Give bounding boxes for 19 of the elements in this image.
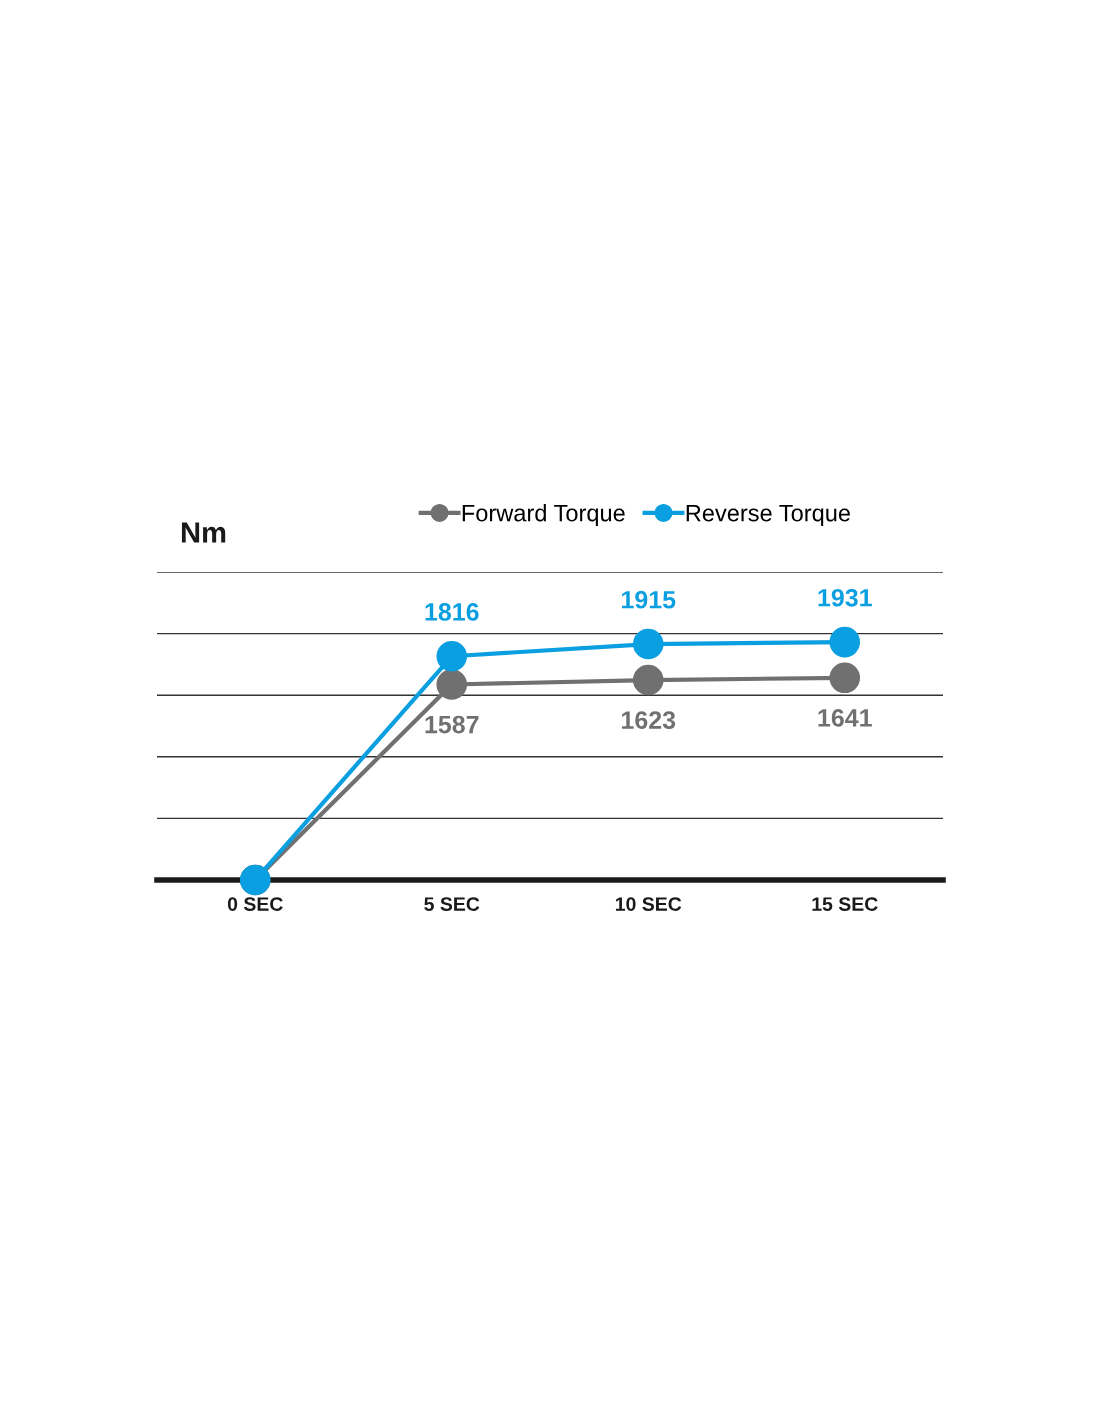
- data-label: 1816: [425, 603, 479, 621]
- legend-label: Forward Torque: [462, 504, 625, 527]
- data-label: 1587: [425, 715, 479, 734]
- x-tick-label: 0 SEC: [227, 897, 283, 911]
- point: [632, 628, 664, 660]
- y-axis-title: Nm: [181, 522, 226, 543]
- point: [436, 640, 468, 672]
- point: [632, 664, 664, 696]
- point: [829, 662, 861, 694]
- data-label: 1641: [818, 709, 872, 727]
- data-label: 1915: [622, 590, 676, 609]
- data-label: 1931: [818, 588, 872, 607]
- point: [829, 626, 861, 658]
- data-label: 1623: [622, 711, 676, 729]
- legend-label: Reverse Torque: [686, 504, 850, 527]
- x-tick-label: 5 SEC: [424, 897, 480, 911]
- point: [436, 669, 468, 700]
- x-tick-label: 10 SEC: [615, 897, 682, 911]
- x-tick-label: 15 SEC: [812, 897, 878, 911]
